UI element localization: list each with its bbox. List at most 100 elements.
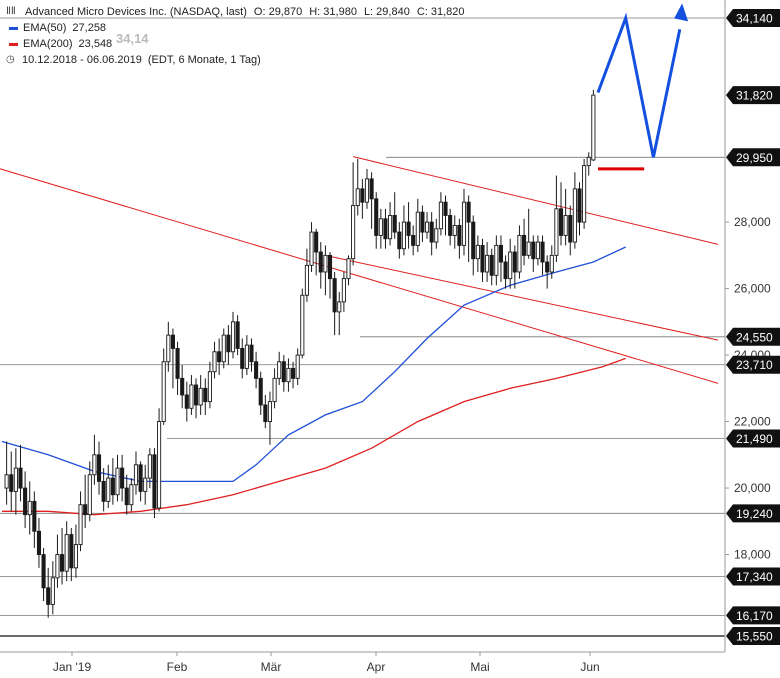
candle-body bbox=[129, 484, 134, 506]
legend-ema200-row[interactable]: EMA(200) 23,548 bbox=[6, 36, 472, 52]
candle bbox=[133, 451, 139, 495]
candle-body bbox=[41, 554, 46, 589]
chart-type-icon[interactable]: ⅡⅡ bbox=[6, 6, 16, 17]
price-tag-bg bbox=[726, 9, 780, 27]
candle bbox=[277, 351, 282, 386]
candle-body bbox=[420, 211, 425, 233]
candle bbox=[471, 215, 476, 276]
candle-body bbox=[337, 301, 342, 313]
candle bbox=[568, 205, 573, 256]
candle-body bbox=[304, 264, 309, 296]
candle bbox=[198, 375, 203, 415]
candle bbox=[13, 448, 18, 515]
forecast-path bbox=[596, 12, 682, 158]
candle bbox=[78, 491, 83, 552]
candle-body bbox=[526, 241, 531, 256]
candle-body bbox=[351, 205, 356, 260]
candle bbox=[101, 468, 106, 512]
candle bbox=[120, 454, 125, 502]
candle bbox=[203, 378, 208, 415]
candle-body bbox=[531, 241, 536, 260]
forecast-layer bbox=[596, 3, 689, 171]
legend-ema50-row[interactable]: EMA(50) 27,258 bbox=[6, 20, 472, 36]
candle bbox=[175, 341, 180, 395]
candle bbox=[438, 192, 443, 236]
candle-body bbox=[448, 215, 453, 236]
range-note: (EDT, 6 Monate, 1 Tag) bbox=[147, 54, 261, 66]
candle-body bbox=[295, 354, 300, 379]
candle bbox=[448, 208, 453, 246]
candle-body bbox=[60, 554, 65, 572]
candle-body bbox=[475, 244, 480, 260]
candle-body bbox=[258, 377, 263, 406]
instrument-title: Advanced Micro Devices Inc. (NASDAQ, las… bbox=[25, 6, 247, 18]
candle-body bbox=[480, 244, 485, 273]
candle bbox=[64, 521, 69, 582]
candle bbox=[429, 212, 434, 256]
candle-body bbox=[323, 254, 328, 273]
price-tag: 31,820 bbox=[726, 86, 780, 105]
candle bbox=[115, 454, 120, 502]
candle-body bbox=[332, 278, 337, 313]
candle bbox=[475, 235, 480, 272]
candle-body bbox=[392, 215, 397, 233]
candle bbox=[346, 255, 351, 286]
candle-body bbox=[180, 377, 185, 396]
candle-body bbox=[406, 221, 411, 236]
candle bbox=[508, 238, 513, 289]
candle bbox=[96, 441, 102, 495]
candle bbox=[9, 451, 14, 512]
candle-body bbox=[485, 254, 490, 273]
candle bbox=[503, 255, 508, 289]
candle bbox=[212, 341, 217, 379]
high-value: H: 31,980 bbox=[309, 6, 357, 18]
candle-body bbox=[212, 351, 217, 373]
candle bbox=[157, 408, 162, 512]
candle-body bbox=[221, 334, 226, 363]
candle-body bbox=[50, 577, 55, 605]
candle bbox=[83, 474, 88, 528]
price-tag-label: 34,140 bbox=[736, 12, 773, 26]
candle bbox=[147, 448, 152, 489]
date-range: 10.12.2018 - 06.06.2019 bbox=[22, 54, 142, 66]
candle-body bbox=[244, 344, 249, 369]
candle-body bbox=[166, 334, 171, 363]
candle-body bbox=[226, 334, 231, 353]
candle bbox=[411, 225, 416, 256]
candle-body bbox=[217, 351, 222, 363]
x-tick-label: Jun bbox=[580, 660, 599, 674]
candle-body bbox=[207, 371, 212, 403]
candle bbox=[337, 291, 342, 336]
candle-body bbox=[198, 387, 203, 406]
candle bbox=[540, 235, 545, 276]
candle bbox=[327, 252, 333, 299]
price-tag-bg bbox=[726, 86, 780, 105]
candle bbox=[332, 271, 337, 336]
candle bbox=[392, 192, 397, 239]
candle bbox=[300, 288, 305, 359]
candle bbox=[314, 228, 319, 276]
low-value: L: 29,840 bbox=[363, 6, 410, 18]
price-tag-bg bbox=[726, 606, 780, 625]
candle-body bbox=[36, 530, 42, 556]
candle-body bbox=[498, 244, 504, 263]
candle bbox=[50, 561, 55, 615]
candle-body bbox=[277, 361, 282, 379]
candle-body bbox=[78, 504, 83, 546]
price-tag-label: 21,490 bbox=[736, 432, 773, 446]
chart-legend: ⅡⅡ Advanced Micro Devices Inc. (NASDAQ, … bbox=[6, 4, 472, 68]
candle-body bbox=[13, 467, 18, 492]
candle-body bbox=[415, 211, 420, 246]
candle-body bbox=[193, 384, 199, 406]
candle bbox=[563, 188, 568, 246]
candle bbox=[92, 434, 97, 485]
candle bbox=[401, 205, 406, 256]
candle bbox=[466, 195, 471, 263]
candle-body bbox=[554, 208, 559, 256]
forecast-arrowhead bbox=[674, 3, 689, 22]
price-tag-bg bbox=[726, 429, 780, 448]
candle bbox=[46, 567, 51, 618]
price-tag-bg bbox=[726, 504, 780, 523]
ema50-value: 27,258 bbox=[72, 22, 107, 34]
candle-body bbox=[170, 334, 175, 349]
